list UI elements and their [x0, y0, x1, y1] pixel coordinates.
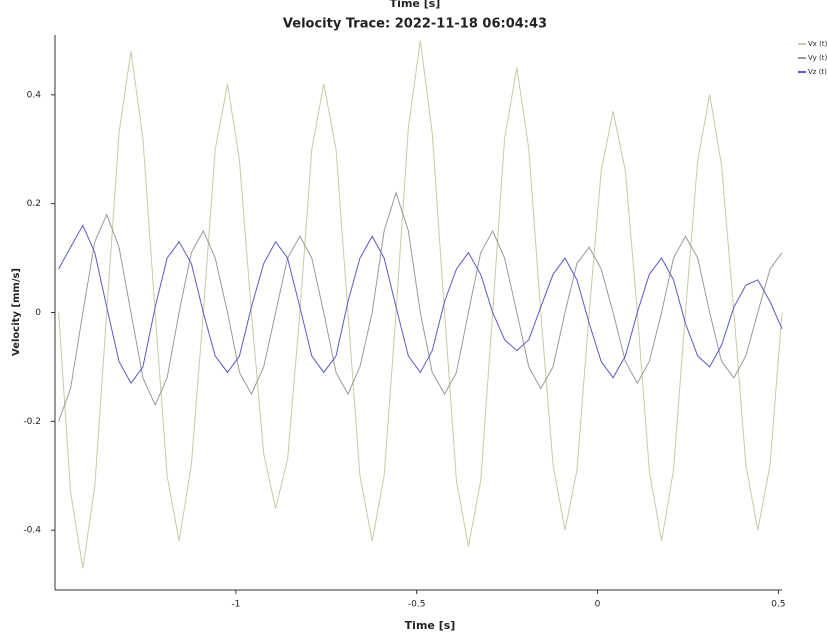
legend-label: Vx (t): [808, 40, 828, 48]
x-axis-label: Time [s]: [405, 619, 456, 632]
legend-label: Vz (t): [808, 68, 827, 76]
series-line: [58, 40, 783, 569]
series-line: [58, 224, 783, 385]
top-label: Time [s]: [390, 0, 441, 10]
x-tick-label: 0: [595, 600, 601, 610]
y-tick-label: 0.4: [27, 90, 42, 100]
y-tick-label: -0.2: [23, 417, 41, 427]
y-tick-label: 0.2: [27, 199, 41, 209]
y-tick-label: 0: [35, 308, 41, 318]
chart-title: Velocity Trace: 2022-11-18 06:04:43: [283, 17, 547, 32]
series-line: [58, 191, 783, 422]
y-tick-label: -0.4: [23, 526, 41, 536]
x-tick-label: 0.5: [771, 600, 785, 610]
x-tick-label: -0.5: [408, 600, 426, 610]
x-tick-label: -1: [231, 600, 240, 610]
y-axis-label: Velocity [mm/s]: [11, 268, 22, 356]
legend-label: Vy (t): [808, 54, 827, 62]
